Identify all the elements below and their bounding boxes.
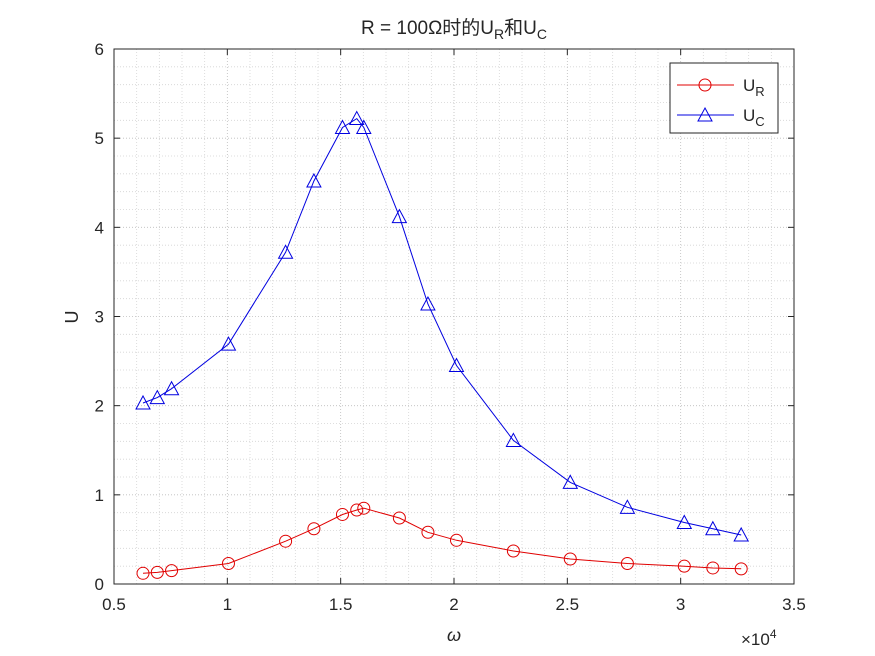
series-ur-line <box>142 507 742 574</box>
series-uc-point <box>149 389 166 405</box>
series-ur-point <box>307 522 321 536</box>
series-uc-point <box>348 110 365 126</box>
series-ur-point <box>335 507 349 521</box>
legend-marker-uc <box>697 106 713 122</box>
y-tick-label: 3 <box>95 308 104 327</box>
series-uc-point <box>391 208 408 224</box>
series-uc-line <box>142 117 742 536</box>
series-uc-point <box>306 172 322 188</box>
series-uc-point <box>355 119 372 134</box>
series-ur-point <box>136 566 150 580</box>
series-uc-point <box>505 432 522 447</box>
series-uc-point <box>733 526 750 542</box>
series-uc-point <box>562 474 579 489</box>
y-tick-label: 5 <box>95 129 104 148</box>
x-tick-label: 3.5 <box>782 595 806 614</box>
x-tick-label: 0.5 <box>102 595 126 614</box>
x-tick-label: 1 <box>223 595 232 614</box>
series-ur-point <box>563 552 577 566</box>
series-uc-point <box>277 244 294 259</box>
series-uc-point <box>705 520 721 536</box>
legend-label-ur: UR <box>743 76 765 99</box>
y-tick-label: 1 <box>95 486 104 505</box>
legend-marker-ur <box>698 78 712 92</box>
legend: UR UC <box>669 62 779 134</box>
series-uc-point <box>619 499 636 514</box>
series-uc-point <box>676 514 693 529</box>
ticks: 0.5 1 1.5 2 2.5 3 3.5 0 1 2 3 4 5 6 <box>95 40 806 614</box>
y-tick-label: 2 <box>95 397 104 416</box>
legend-label-uc: UC <box>743 106 765 129</box>
series-ur-point <box>165 564 179 578</box>
series-uc-point <box>448 357 465 373</box>
x-axis-exponent: ×104 <box>741 627 777 649</box>
series-ur-point <box>279 534 293 548</box>
series-ur-point <box>150 565 164 579</box>
series-uc-point <box>220 336 237 351</box>
series-ur-point <box>449 533 463 547</box>
series-uc-point <box>420 295 436 311</box>
series-uc-point <box>163 380 180 396</box>
x-tick-label: 2 <box>449 595 458 614</box>
y-tick-label: 4 <box>95 218 104 237</box>
series-ur-point <box>506 544 520 558</box>
y-tick-label: 0 <box>95 575 104 594</box>
series-ur-point <box>221 556 235 570</box>
series-ur-point <box>421 525 435 539</box>
x-tick-label: 3 <box>676 595 685 614</box>
series-ur-point <box>392 511 406 525</box>
series-ur-point <box>357 501 371 515</box>
y-axis-label: U <box>62 311 82 324</box>
series-ur-point <box>350 503 364 517</box>
x-tick-label: 1.5 <box>329 595 353 614</box>
series-ur-point <box>734 562 748 576</box>
x-axis-label: ω <box>447 625 461 645</box>
series-ur-point <box>706 561 720 575</box>
series-uc-point <box>334 119 351 134</box>
series-layer <box>135 110 750 580</box>
series-ur-point <box>620 556 634 570</box>
series-uc-point <box>135 394 151 410</box>
y-tick-label: 6 <box>95 40 104 59</box>
x-tick-label: 2.5 <box>556 595 580 614</box>
legend-box <box>669 62 779 134</box>
chart-title: R = 100Ω时的UR和UC <box>361 17 547 42</box>
series-ur-point <box>677 559 691 573</box>
